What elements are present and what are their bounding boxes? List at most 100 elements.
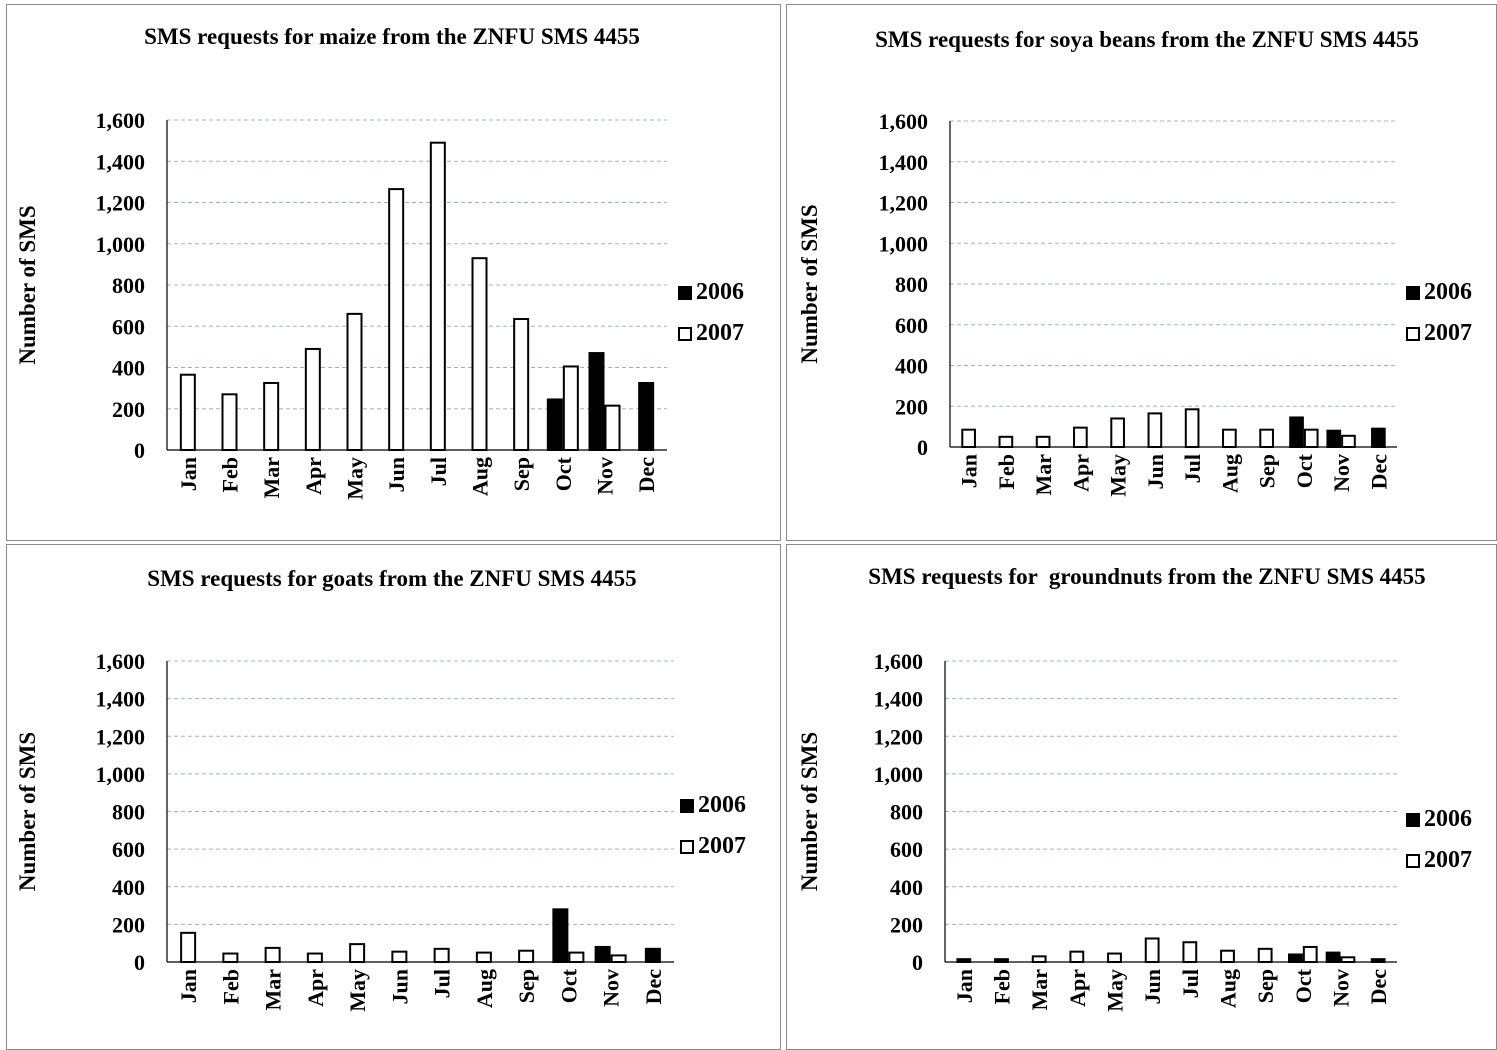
bar-2007-feb	[221, 393, 238, 451]
bar-2007-nov	[610, 954, 627, 963]
x-tick-label: May	[343, 457, 368, 500]
bar-2007-jan	[180, 931, 197, 964]
bar-2007-feb	[998, 435, 1014, 448]
chart-legend: 2006 2007	[1406, 272, 1472, 354]
chart-panel-goats: SMS requests for goats from the ZNFU SMS…	[6, 544, 781, 1050]
bar-2007-mar	[263, 381, 280, 451]
bar-2006-feb	[994, 958, 1009, 964]
legend-item-2006: 2006	[1406, 799, 1472, 840]
chart-panel-soya-beans: SMS requests for soya beans from the ZNF…	[786, 4, 1497, 541]
bar-2007-feb	[222, 952, 239, 963]
bar-2006-oct	[1288, 953, 1303, 964]
bar-2007-may	[349, 943, 366, 963]
bar-2007-jun	[388, 188, 405, 451]
y-axis-label: Number of SMS	[797, 732, 822, 891]
bar-2006-nov	[594, 945, 611, 964]
y-tick-label: 800	[895, 272, 928, 297]
y-tick-label: 1,600	[96, 108, 146, 133]
y-axis-label: Number of SMS	[15, 732, 40, 891]
bar-2007-sep	[513, 318, 530, 451]
y-tick-label: 400	[112, 875, 145, 900]
bar-2007-jun	[1144, 937, 1160, 963]
y-tick-label: 0	[912, 950, 923, 975]
x-tick-label: Jul	[430, 969, 455, 998]
y-tick-label: 800	[890, 800, 923, 825]
bar-2007-mar	[1035, 435, 1051, 448]
y-tick-label: 1,400	[879, 150, 929, 175]
bar-2007-oct	[1302, 945, 1318, 964]
legend-swatch-2007	[1406, 326, 1420, 341]
bar-2007-jul	[429, 141, 446, 451]
legend-label-2007: 2007	[696, 320, 744, 346]
bar-2007-mar	[264, 946, 281, 963]
legend-swatch-2007	[678, 326, 692, 341]
bar-2007-jul	[433, 947, 450, 963]
bar-2006-dec	[1371, 427, 1386, 449]
x-tick-label: Oct	[1292, 453, 1317, 488]
x-tick-label: Aug	[1216, 969, 1241, 1008]
x-tick-label: Oct	[551, 456, 576, 491]
x-tick-label: Jun	[1143, 454, 1168, 489]
y-tick-label: 800	[112, 800, 145, 825]
y-tick-label: 1,000	[879, 231, 929, 256]
x-tick-label: Apr	[1065, 969, 1090, 1007]
x-tick-label: Apr	[301, 457, 326, 495]
bar-2007-may	[346, 312, 363, 451]
bar-2006-oct	[552, 908, 569, 964]
y-tick-label: 1,400	[874, 687, 924, 712]
bar-2007-jun	[1147, 412, 1163, 449]
y-tick-label: 600	[895, 313, 928, 338]
y-tick-label: 1,200	[96, 724, 146, 749]
x-tick-label: May	[345, 969, 370, 1012]
bar-2007-oct	[568, 951, 585, 963]
y-tick-label: 1,200	[96, 191, 146, 216]
legend-swatch-2007	[1406, 853, 1420, 868]
y-tick-label: 0	[134, 950, 145, 975]
bar-2006-nov	[1326, 429, 1342, 449]
chart-plot: 0 200 400 600 800 1,000 1,200 1,400 1,600 Number …	[15, 108, 667, 500]
bar-2007-apr	[1069, 950, 1085, 964]
bar-2006-oct	[1289, 416, 1304, 448]
chart-legend: 2006 2007	[678, 272, 744, 354]
legend-item-2006: 2006	[1406, 272, 1472, 313]
bar-2007-aug	[475, 951, 492, 963]
x-tick-label: Sep	[514, 969, 539, 1003]
legend-item-2006: 2006	[680, 785, 746, 826]
y-axis-label: Number of SMS	[797, 204, 822, 363]
x-tick-label: Oct	[1291, 968, 1316, 1003]
legend-label-2007: 2007	[1424, 847, 1472, 873]
y-tick-label: 200	[112, 912, 145, 937]
bar-2006-jan	[956, 958, 972, 964]
x-tick-label: Nov	[1329, 969, 1354, 1007]
bar-2006-dec	[644, 947, 661, 963]
chart-panel-groundnuts: SMS requests for groundnuts from the ZNF…	[786, 544, 1497, 1050]
legend-label-2007: 2007	[698, 833, 746, 859]
bar-2007-aug	[1220, 949, 1235, 963]
x-tick-label: Feb	[994, 454, 1019, 489]
legend-label-2006: 2006	[1424, 806, 1472, 832]
bar-2007-nov	[1341, 434, 1356, 449]
x-tick-label: Apr	[1068, 454, 1093, 492]
x-tick-label: Jan	[957, 454, 982, 488]
x-tick-label: Dec	[1366, 454, 1391, 490]
bar-2007-may	[1107, 952, 1122, 963]
legend-item-2007: 2007	[680, 826, 746, 867]
x-tick-label: Aug	[1217, 454, 1242, 493]
y-tick-label: 1,400	[96, 149, 146, 174]
bar-2007-jul	[1184, 408, 1200, 448]
x-tick-label: Nov	[1329, 454, 1354, 492]
x-tick-label: Dec	[641, 969, 666, 1005]
bar-2007-mar	[1031, 955, 1047, 964]
legend-swatch-2007	[680, 839, 694, 854]
x-tick-label: Jul	[1178, 969, 1203, 998]
y-tick-label: 1,000	[874, 762, 924, 787]
y-tick-label: 600	[112, 314, 145, 339]
bar-2007-apr	[304, 347, 321, 451]
bar-2007-jan	[961, 428, 976, 448]
bar-2007-jun	[391, 950, 408, 964]
x-tick-label: Aug	[472, 969, 497, 1008]
x-tick-label: Dec	[634, 457, 659, 493]
x-tick-label: Jul	[426, 457, 451, 486]
legend-swatch-2006	[1406, 812, 1420, 827]
x-tick-label: Mar	[259, 457, 284, 499]
